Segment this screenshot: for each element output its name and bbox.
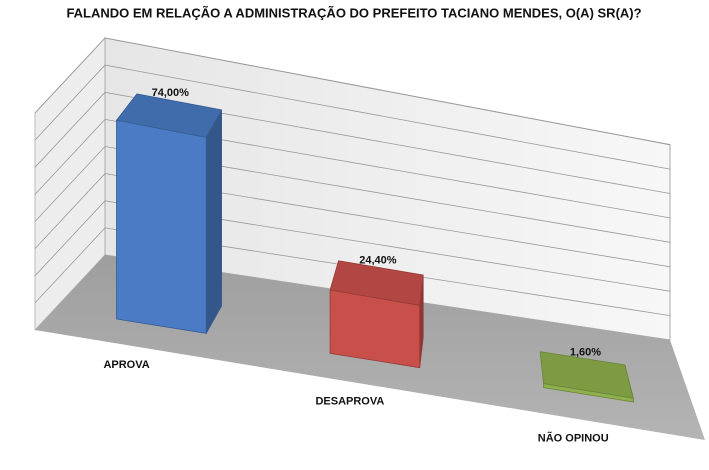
grid-line — [34, 37, 671, 146]
bar-front — [116, 119, 207, 334]
data-label: 24,40% — [359, 255, 397, 267]
x-tick-label: NÃO OPINOU — [538, 431, 609, 444]
grid-line — [34, 91, 671, 194]
data-label: 1,60% — [570, 346, 601, 358]
bar — [329, 260, 424, 369]
grid-line — [34, 227, 671, 316]
bar-top — [329, 260, 424, 306]
grid-line — [34, 118, 671, 219]
bar-top — [539, 351, 634, 399]
data-label: 74,00% — [152, 87, 190, 99]
bar-top — [116, 93, 223, 138]
grid-line — [34, 64, 671, 170]
bar — [539, 351, 634, 403]
bar — [116, 93, 223, 334]
grid-line — [34, 200, 671, 292]
bar-side — [205, 109, 223, 334]
grid-line — [34, 173, 671, 268]
grid-line — [34, 146, 671, 243]
x-tick-label: DESAPROVA — [315, 396, 384, 408]
plot-area: 74,00% APROVA 24,40% DESAPROVA 1,60% NÃO OPIN… — [34, 36, 705, 444]
chart-title: FALANDO EM RELAÇÃO A ADMINISTRAÇÃO DO PR… — [66, 5, 641, 20]
x-tick-label: APROVA — [103, 359, 149, 371]
